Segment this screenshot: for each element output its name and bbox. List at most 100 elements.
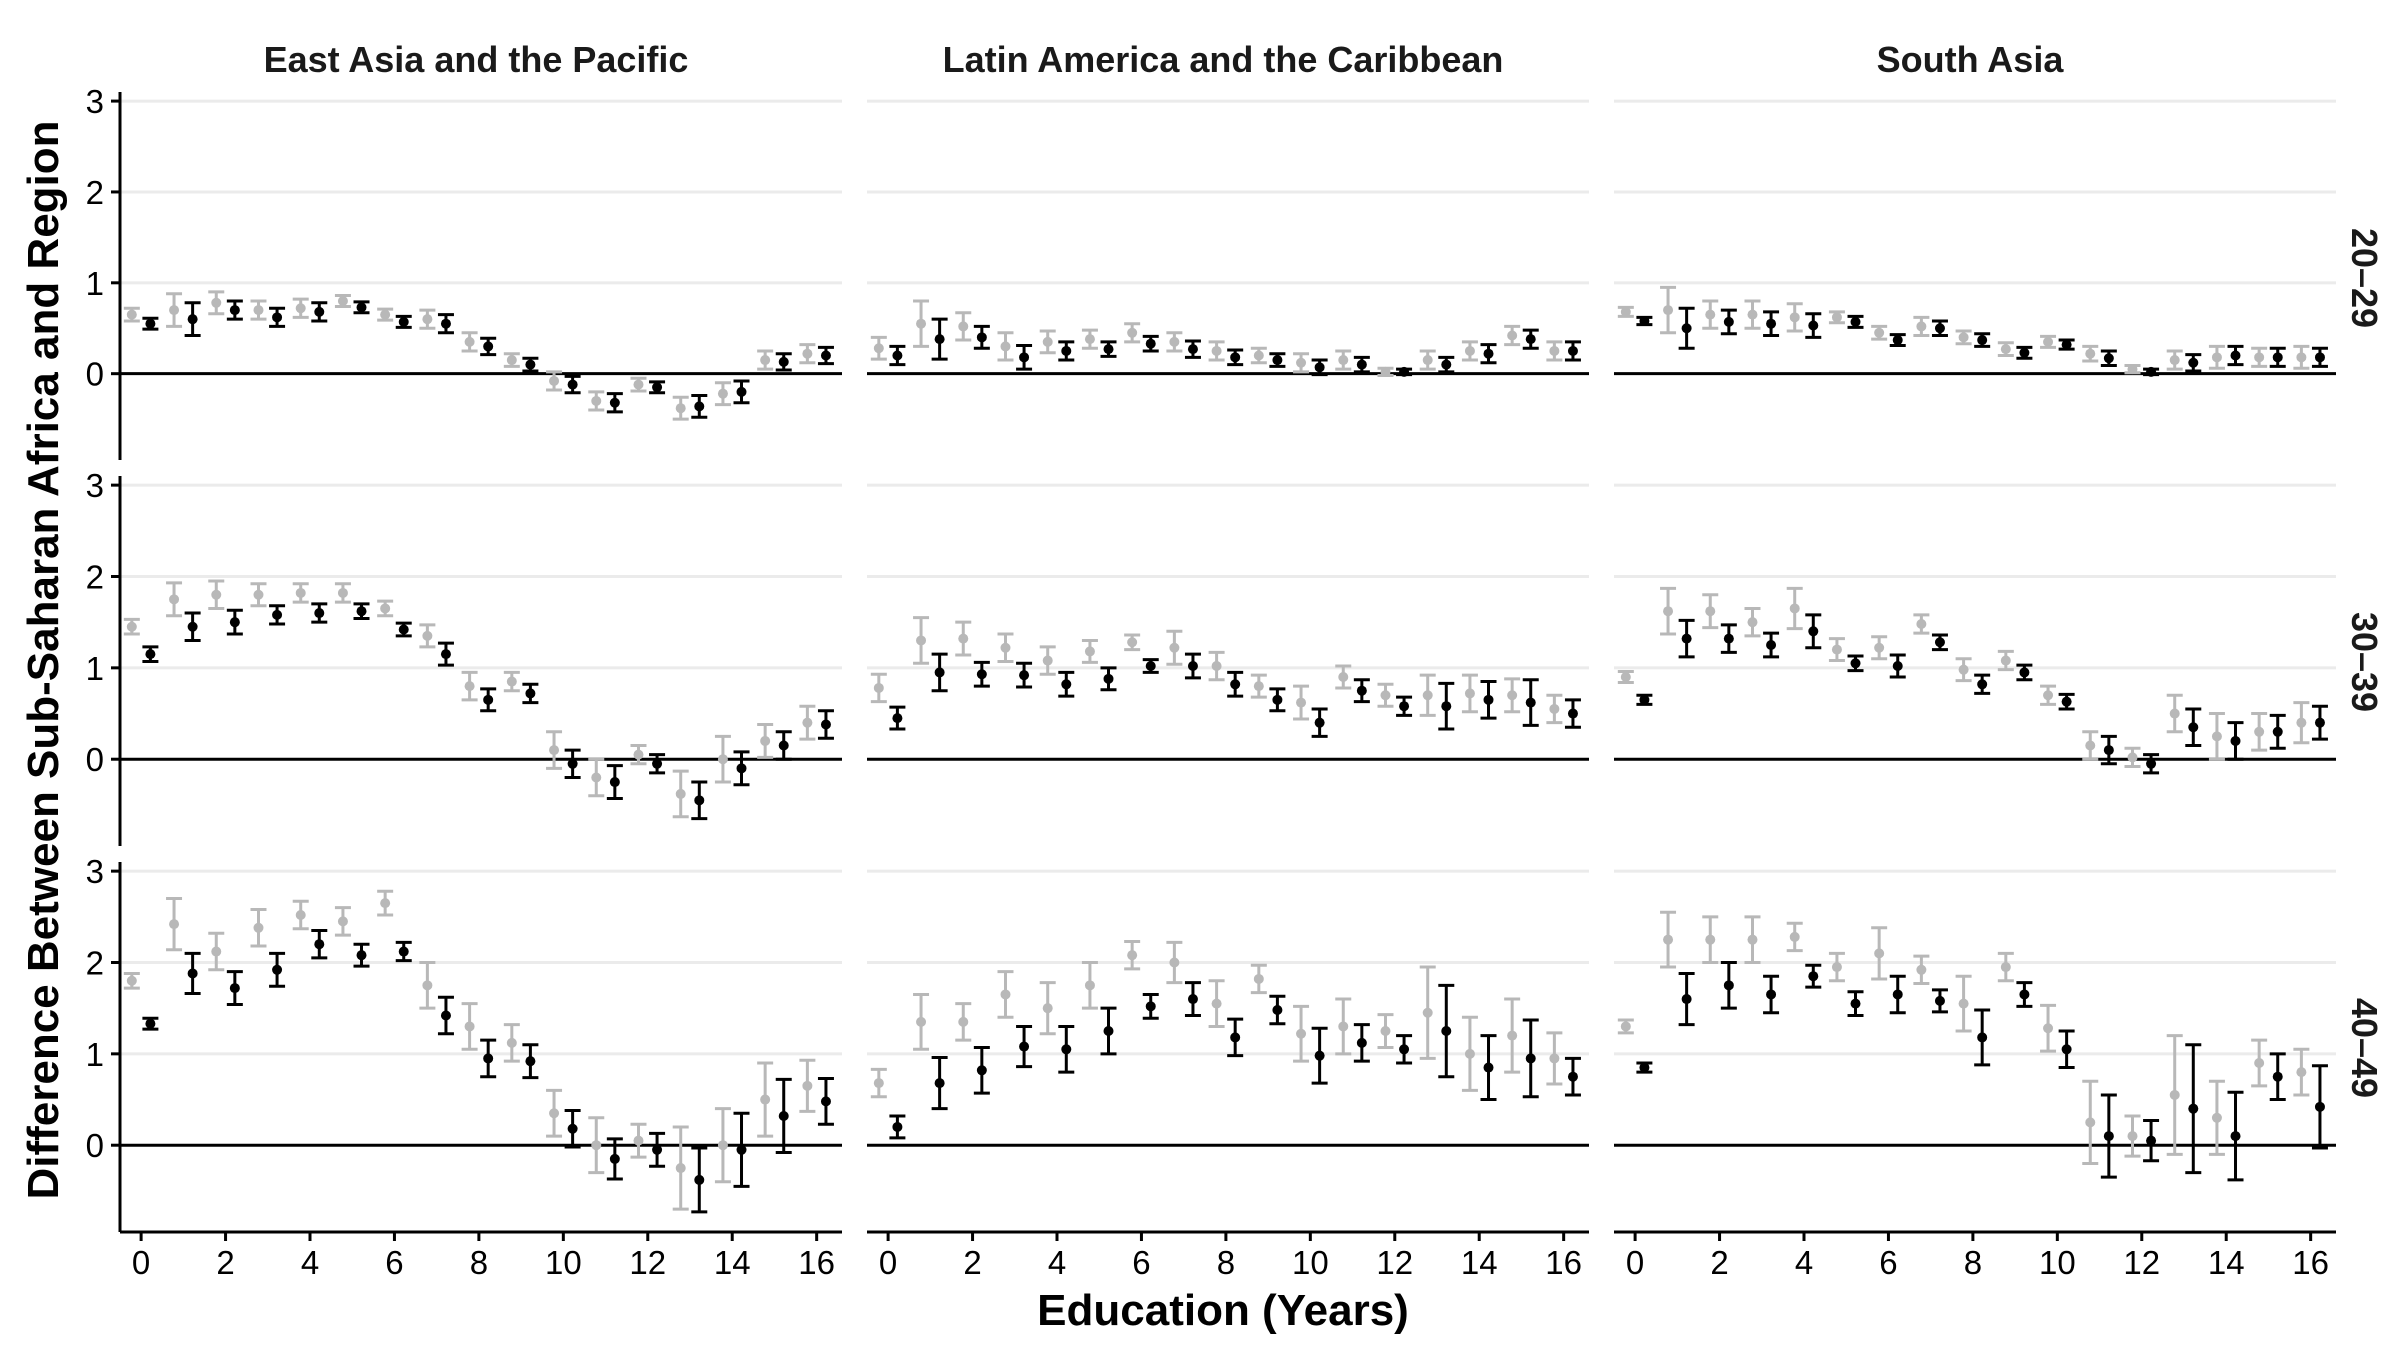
black-point xyxy=(483,694,494,705)
black-point xyxy=(145,318,156,329)
black-point xyxy=(145,1018,156,1029)
grey-point xyxy=(1127,950,1138,961)
black-point xyxy=(2146,1135,2157,1146)
grey-point xyxy=(2254,726,2265,737)
x-tick-label: 8 xyxy=(1964,1244,1982,1281)
grey-point xyxy=(1789,931,1800,942)
black-point xyxy=(1525,697,1536,708)
grey-point xyxy=(1916,619,1927,629)
grey-point xyxy=(1296,357,1307,368)
black-point xyxy=(1808,320,1819,331)
grey-point xyxy=(1042,1003,1053,1014)
grey-point xyxy=(2254,1057,2265,1068)
black-point xyxy=(1230,352,1241,363)
x-tick-label: 10 xyxy=(545,1244,582,1281)
black-point xyxy=(1639,315,1650,326)
black-point xyxy=(229,983,240,994)
black-point xyxy=(2314,1101,2325,1112)
black-point xyxy=(1850,316,1861,327)
black-point xyxy=(398,624,409,635)
black-point xyxy=(1399,1044,1410,1055)
black-point xyxy=(934,334,945,345)
black-point xyxy=(1145,661,1156,672)
black-point xyxy=(1934,637,1945,648)
grey-point xyxy=(2169,355,2180,366)
x-tick-label: 10 xyxy=(1292,1244,1329,1281)
grey-point xyxy=(675,403,686,414)
grey-point xyxy=(1084,980,1095,991)
black-point xyxy=(2230,1131,2241,1142)
grey-point xyxy=(2000,962,2011,973)
grey-point xyxy=(169,919,180,930)
grey-point xyxy=(675,788,686,799)
x-tick-label: 12 xyxy=(1376,1244,1413,1281)
grey-point xyxy=(1549,1053,1560,1064)
black-point xyxy=(1019,352,1030,363)
grey-point xyxy=(633,749,644,760)
black-point xyxy=(2061,696,2072,707)
black-point xyxy=(1061,679,1072,690)
black-point xyxy=(1441,701,1452,712)
grey-point xyxy=(464,1021,475,1032)
grey-point xyxy=(1211,345,1222,356)
black-point xyxy=(1103,344,1114,355)
grey-point xyxy=(958,321,969,332)
grey-point xyxy=(253,589,264,600)
grey-point xyxy=(1620,671,1631,682)
panel-r2-c3 xyxy=(1614,483,2336,775)
black-point xyxy=(1808,626,1819,637)
x-tick-label: 14 xyxy=(714,1244,751,1281)
strip-title-row-3: 40–49 xyxy=(2344,998,2385,1098)
grey-point xyxy=(169,305,180,316)
black-point xyxy=(356,950,367,961)
black-point xyxy=(1723,316,1734,327)
grey-point xyxy=(1084,334,1095,345)
y-tick-label: 3 xyxy=(86,83,104,120)
black-point xyxy=(1681,994,1692,1005)
grey-point xyxy=(2043,336,2054,347)
panel-r3-c2: 0 2 4 6 8 10 12 14 16 xyxy=(867,869,1589,1281)
grey-point xyxy=(2127,1131,2138,1142)
grey-point xyxy=(1338,1021,1349,1032)
black-point xyxy=(229,305,240,316)
black-point xyxy=(314,939,325,950)
black-point xyxy=(440,318,451,329)
black-point xyxy=(820,350,831,361)
black-point xyxy=(2188,1103,2199,1114)
x-axis-title: Education (Years) xyxy=(1037,1286,1409,1335)
black-point xyxy=(1187,994,1198,1005)
black-point xyxy=(1766,640,1777,651)
grey-point xyxy=(1789,603,1800,614)
black-point xyxy=(314,306,325,317)
black-point xyxy=(1399,366,1410,377)
black-point xyxy=(2061,339,2072,350)
black-point xyxy=(736,763,747,774)
black-point xyxy=(2314,717,2325,728)
grey-point xyxy=(126,309,137,320)
black-point xyxy=(1441,359,1452,370)
grey-point xyxy=(717,1140,728,1151)
x-tick-label: 14 xyxy=(2208,1244,2245,1281)
grey-point xyxy=(2127,364,2138,375)
y-tick-label: 1 xyxy=(86,650,104,687)
black-point xyxy=(1892,989,1903,1000)
panel-r1-c2 xyxy=(867,99,1589,377)
grey-point xyxy=(1253,350,1264,361)
x-tick-label: 6 xyxy=(1132,1244,1150,1281)
black-point xyxy=(440,1010,451,1021)
grey-point xyxy=(1874,327,1885,338)
black-point xyxy=(483,1053,494,1064)
black-point xyxy=(2146,758,2157,769)
black-point xyxy=(2272,726,2283,737)
grey-point xyxy=(958,633,969,644)
black-point xyxy=(1356,685,1367,696)
black-point xyxy=(1483,694,1494,705)
grey-point xyxy=(591,772,602,783)
black-point xyxy=(2230,350,2241,361)
grey-point xyxy=(2085,740,2096,751)
grey-point xyxy=(126,975,137,986)
grey-point xyxy=(169,594,180,605)
grey-point xyxy=(1831,312,1842,323)
grey-point xyxy=(802,717,813,728)
